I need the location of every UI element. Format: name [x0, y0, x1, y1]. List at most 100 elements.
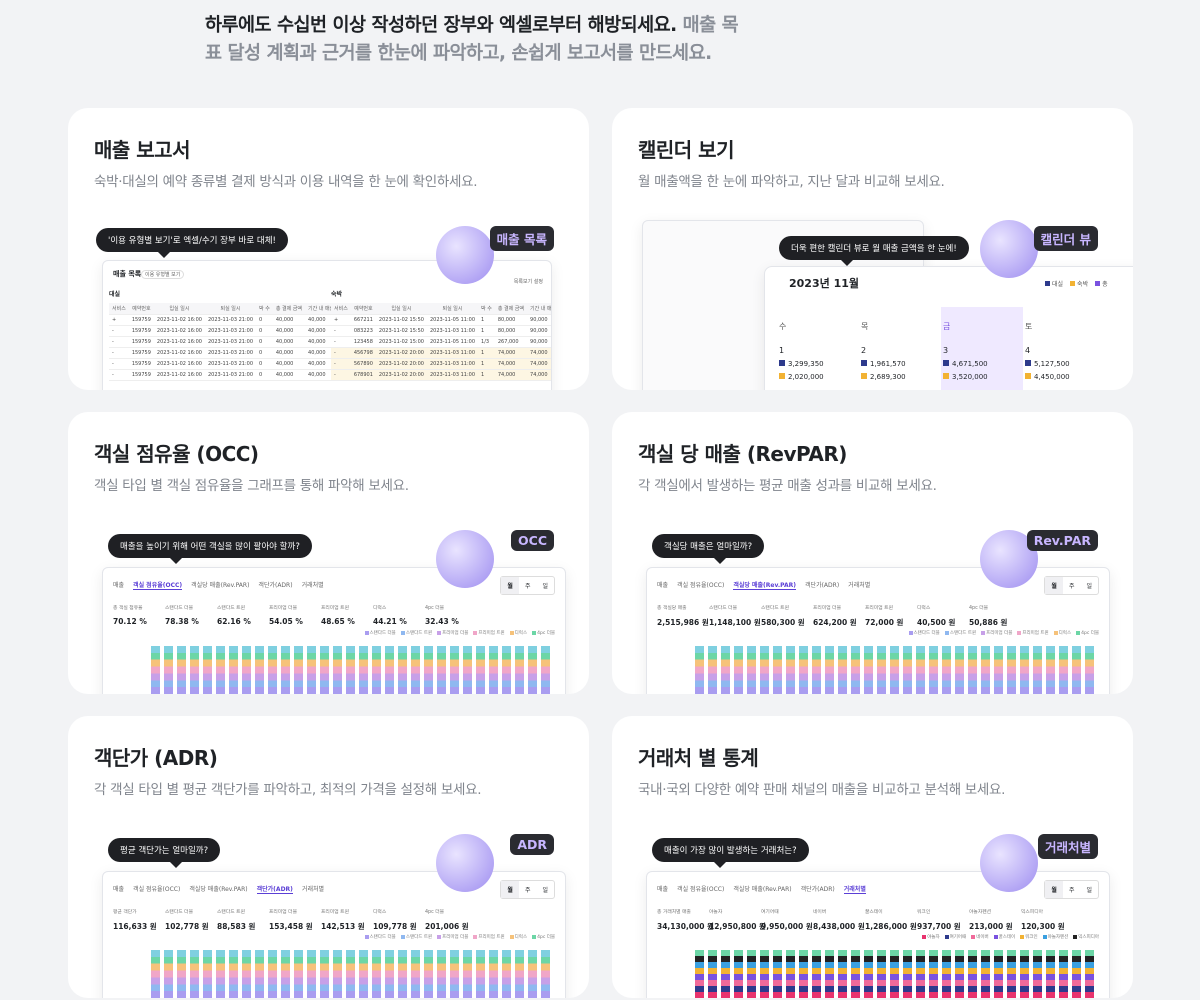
- stat-value: 120,300 원: [1021, 922, 1065, 931]
- stat: 프리미엄 트윈 142,513 원: [321, 908, 373, 932]
- table-header: 예약번호: [128, 303, 154, 315]
- legend-swatch: [400, 630, 405, 635]
- stat-value: 116,633 원: [113, 922, 157, 931]
- legend-label: 네이버: [976, 935, 989, 940]
- legend-swatch: [532, 630, 537, 635]
- stat-value: 1,148,100 원: [709, 618, 761, 627]
- tab: 객단가(ADR): [258, 582, 293, 589]
- table-cell: 80,000: [494, 314, 528, 326]
- period-button: 월: [1045, 577, 1063, 594]
- table-cell: 2023-11-03 11:00: [426, 325, 479, 337]
- day-value: 3,299,350: [788, 360, 824, 368]
- table-header: 퇴실 일시: [204, 303, 257, 315]
- value-swatch: [1025, 360, 1031, 366]
- dashboard-panel: 매출 객실 점유율(OCC) 객실당 매출(Rev.PAR) 객단가(ADR) 거래처별…: [646, 871, 1110, 998]
- legend-label: 야놀자펜션: [1047, 935, 1069, 940]
- day-value: 2,020,000: [788, 373, 824, 381]
- badge: 매출 목록: [489, 226, 554, 251]
- badge: ADR: [510, 834, 554, 855]
- stat-label: 야놀자펜션: [969, 910, 992, 915]
- table-cell: 2023-11-02 16:00: [153, 369, 205, 381]
- day-column: 금 3 4,671,500 3,520,000: [941, 307, 1023, 390]
- feature-card: 거래처 별 통계 국내·국외 다양한 예약 판매 채널의 매출을 비교하고 분석해…: [612, 716, 1133, 998]
- legend-swatch: [1053, 630, 1058, 635]
- table-cell: 2023-11-02 15:50: [375, 314, 427, 326]
- stat-value: 44.21 %: [373, 617, 407, 626]
- stat-label: 스탠다드 트윈: [217, 910, 246, 915]
- legend-swatch: [364, 934, 369, 939]
- legend-item: 꿀스테이: [993, 934, 1015, 940]
- header-bold: 하루에도 수십번 이상 작성하던 장부와 엑셀로부터 해방되세요.: [205, 15, 677, 36]
- stat-label: 프리미엄 트윈: [321, 606, 350, 611]
- stat-label: 스탠다드 더블: [709, 606, 738, 611]
- legend-label: 디럭스: [514, 631, 528, 636]
- value-swatch: [861, 373, 867, 379]
- stat-value: 78.38 %: [165, 617, 199, 626]
- stat-label: 디럭스: [373, 606, 387, 611]
- table-cell: 1/3: [478, 336, 495, 348]
- legend-item: 4pc 더블: [532, 630, 555, 636]
- legend-item: 스탠다드 트윈: [944, 630, 976, 636]
- legend-item: 4pc 더블: [532, 934, 555, 940]
- legend-swatch: [993, 934, 998, 939]
- table-cell: 2023-11-02 16:00: [153, 358, 205, 370]
- stat: 스탠다드 트윈 580,300 원: [761, 604, 813, 628]
- legend: 스탠다드 더블 스탠다드 트윈 프리미엄 더블 프리미엄 트윈 디럭스 4pc 더블: [364, 934, 555, 940]
- table-cell: 40,000: [272, 336, 306, 348]
- table-row: -083223 2023-11-02 15:50 2023-11-03 11:00 1…: [331, 325, 551, 337]
- dashboard-panel: 매출 객실 점유율(OCC) 객실당 매출(Rev.PAR) 객단가(ADR) 거래처별…: [102, 871, 566, 998]
- card-description: 국내·국외 다양한 예약 판매 채널의 매출을 비교하고 분석해 보세요.: [638, 782, 1006, 798]
- table-cell: 40,000: [305, 325, 338, 337]
- legend-label: 여기어때: [949, 935, 967, 940]
- card-description: 각 객실 타입 별 평균 객단가를 파악하고, 최적의 가격을 설정해 보세요.: [94, 782, 482, 798]
- day-column: 수 1 3,299,350 2,020,000: [777, 307, 859, 390]
- table-cell: 0: [256, 336, 273, 348]
- stat: 총 거래처별 매출 34,130,000 원: [657, 908, 714, 932]
- table-cell: 159759: [128, 325, 154, 337]
- stat: 스탠다드 더블 78.38 %: [165, 604, 217, 626]
- table-cell: -: [331, 347, 351, 359]
- legend-swatch: [908, 630, 913, 635]
- header: 하루에도 수십번 이상 작성하던 장부와 엑셀로부터 해방되세요. 매출 목표 …: [205, 12, 750, 68]
- table-cell: 40,000: [305, 358, 338, 370]
- table-row: -159759 2023-11-02 16:00 2023-11-03 21:00 0…: [109, 358, 338, 370]
- legend-item: 프리미엄 더블: [437, 630, 468, 636]
- day-value-row: 1,961,570: [861, 360, 941, 368]
- day-value-row: 4,450,000: [1025, 373, 1105, 381]
- tab: 객실 점유율(OCC): [133, 886, 181, 893]
- stat: 평균 객단가 116,633 원: [113, 908, 165, 932]
- stat-value: 72,000 원: [865, 618, 904, 627]
- table-cell: 40,000: [272, 325, 306, 337]
- period-button: 주: [524, 887, 531, 894]
- table-cell: 40,000: [272, 314, 306, 326]
- table-cell: 90,000: [527, 314, 551, 326]
- tab: 객실 점유율(OCC): [133, 582, 183, 590]
- table-row: +667211 2023-11-02 15:50 2023-11-05 11:00 1…: [331, 314, 551, 326]
- legend-swatch: [437, 630, 442, 635]
- table-cell: 2023-11-03 21:00: [204, 314, 257, 326]
- table-cell: 40,000: [272, 347, 306, 359]
- table-cell: 40,000: [305, 347, 338, 359]
- card-title: 캘린더 보기: [638, 138, 734, 162]
- period-button: 일: [542, 583, 548, 590]
- stat-label: 총 거래처별 매출: [657, 910, 691, 915]
- weekday: 목: [861, 322, 869, 331]
- table-cell: 40,000: [272, 358, 306, 370]
- stat-value: 624,200 원: [813, 618, 857, 627]
- stat: 야놀자 12,950,800 원: [709, 908, 766, 932]
- legend-item: 프리미엄 트윈: [473, 630, 505, 636]
- legend-swatch: [1095, 281, 1101, 286]
- table-cell: 2023-11-02 15:00: [375, 336, 427, 348]
- weekday: 금: [943, 322, 951, 331]
- legend-label: 디럭스: [1058, 631, 1072, 636]
- table-cell: 1: [478, 325, 495, 337]
- legend-label: 대실: [1052, 281, 1064, 288]
- table-cell: +: [109, 314, 129, 326]
- table-cell: 0: [256, 347, 273, 359]
- speech-bubble: 더욱 편한 캘린더 뷰로 월 매출 금액을 한 눈에!: [779, 236, 969, 266]
- legend-label: 프리미엄 더블: [442, 631, 469, 636]
- legend-label: 프리미엄 트윈: [478, 935, 505, 940]
- tabs: 매출 객실 점유율(OCC) 객실당 매출(Rev.PAR) 객단가(ADR) 거래처별: [657, 884, 866, 894]
- stat: 네이버 8,438,000 원: [813, 908, 865, 932]
